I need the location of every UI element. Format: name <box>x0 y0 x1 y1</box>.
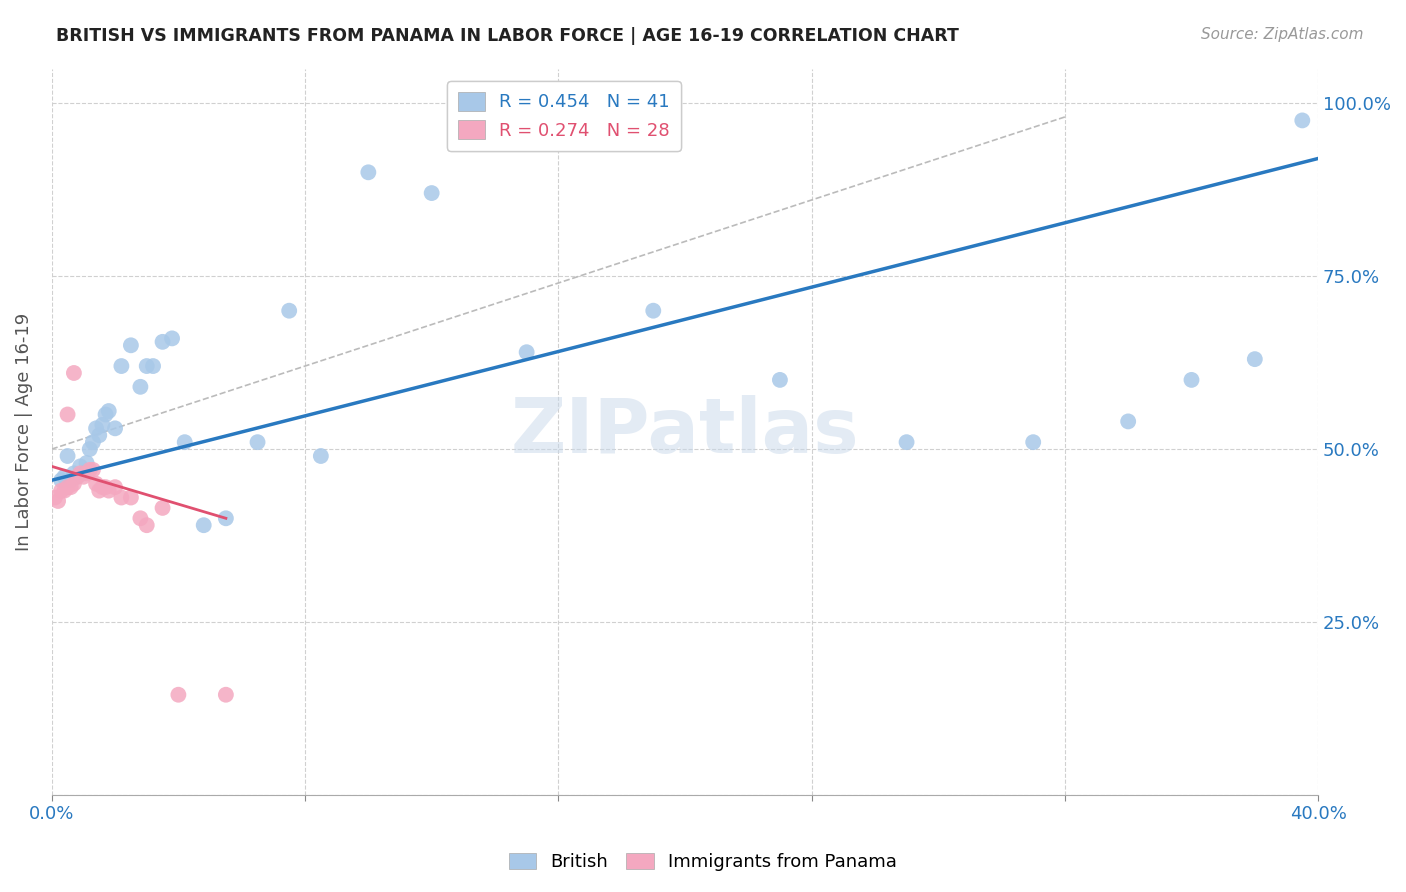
Point <box>79 442 101 456</box>
Point <box>56 480 79 494</box>
Point <box>152 500 174 515</box>
Point <box>91 480 114 494</box>
Point <box>97 483 120 498</box>
Point <box>1022 435 1045 450</box>
Point <box>120 491 142 505</box>
Point <box>110 491 132 505</box>
Point <box>896 435 918 450</box>
Point <box>94 480 117 494</box>
Point <box>1243 352 1265 367</box>
Point <box>72 469 94 483</box>
Point <box>94 408 117 422</box>
Point <box>79 463 101 477</box>
Point <box>51 483 73 498</box>
Point <box>89 428 111 442</box>
Point <box>66 469 89 483</box>
Point <box>97 404 120 418</box>
Point <box>56 449 79 463</box>
Point <box>516 345 538 359</box>
Point <box>309 449 332 463</box>
Point <box>72 467 94 481</box>
Point <box>104 421 127 435</box>
Point <box>63 476 86 491</box>
Point <box>76 456 98 470</box>
Point <box>89 483 111 498</box>
Point <box>142 359 165 373</box>
Y-axis label: In Labor Force | Age 16-19: In Labor Force | Age 16-19 <box>15 313 32 551</box>
Point <box>129 380 152 394</box>
Point <box>120 338 142 352</box>
Point <box>53 483 76 498</box>
Point <box>110 359 132 373</box>
Point <box>69 459 91 474</box>
Point <box>63 467 86 481</box>
Point <box>152 334 174 349</box>
Point <box>51 473 73 487</box>
Point <box>84 476 107 491</box>
Point <box>69 467 91 481</box>
Point <box>193 518 215 533</box>
Point <box>84 421 107 435</box>
Point <box>56 408 79 422</box>
Point <box>215 511 238 525</box>
Point <box>246 435 269 450</box>
Point <box>66 469 89 483</box>
Point <box>769 373 792 387</box>
Legend: R = 0.454   N = 41, R = 0.274   N = 28: R = 0.454 N = 41, R = 0.274 N = 28 <box>447 81 681 151</box>
Point <box>135 518 157 533</box>
Point <box>53 469 76 483</box>
Point <box>1291 113 1313 128</box>
Point <box>76 467 98 481</box>
Point <box>91 417 114 432</box>
Point <box>104 480 127 494</box>
Point <box>643 303 665 318</box>
Point <box>173 435 195 450</box>
Point <box>160 331 183 345</box>
Text: Source: ZipAtlas.com: Source: ZipAtlas.com <box>1201 27 1364 42</box>
Point <box>167 688 190 702</box>
Text: ZIPatlas: ZIPatlas <box>510 395 859 469</box>
Point <box>82 435 104 450</box>
Point <box>278 303 301 318</box>
Point <box>129 511 152 525</box>
Point <box>1180 373 1202 387</box>
Point <box>59 480 82 494</box>
Text: BRITISH VS IMMIGRANTS FROM PANAMA IN LABOR FORCE | AGE 16-19 CORRELATION CHART: BRITISH VS IMMIGRANTS FROM PANAMA IN LAB… <box>56 27 959 45</box>
Point <box>215 688 238 702</box>
Point <box>46 494 69 508</box>
Point <box>82 463 104 477</box>
Legend: British, Immigrants from Panama: British, Immigrants from Panama <box>502 846 904 879</box>
Point <box>44 491 66 505</box>
Point <box>1116 414 1139 428</box>
Point <box>63 366 86 380</box>
Point <box>135 359 157 373</box>
Point <box>59 473 82 487</box>
Point <box>420 186 443 200</box>
Point <box>357 165 380 179</box>
